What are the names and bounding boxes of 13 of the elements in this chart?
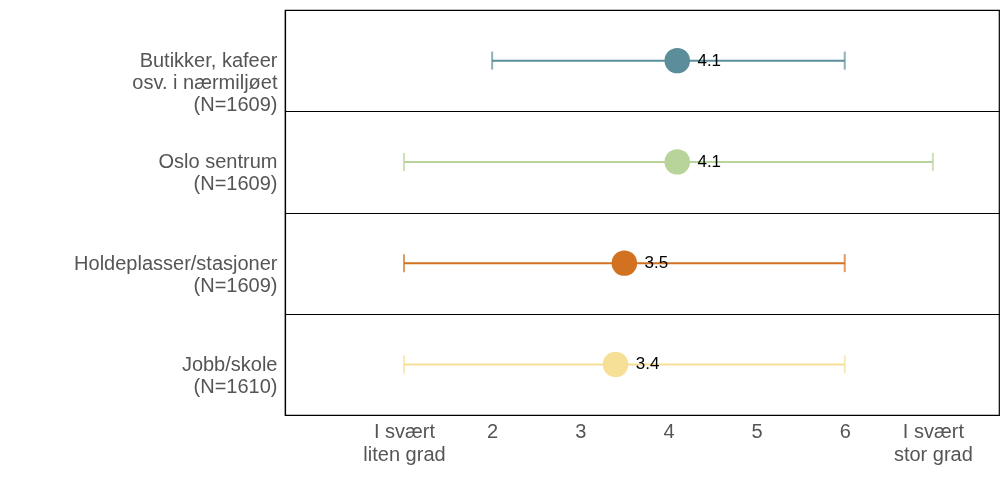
x-tick-label: 6 (839, 419, 851, 442)
y-tick-label: Jobb/skole (N=1610) (181, 352, 278, 397)
x-tick-label: 5 (751, 419, 763, 442)
data-label: 4.1 (697, 151, 722, 171)
x-tick-label: I svært liten grad (363, 419, 446, 465)
x-tick-label: I svært stor grad (893, 419, 973, 465)
x-tick-label: 3 (575, 419, 587, 442)
x-tick-label: 4 (663, 419, 675, 442)
y-tick-label: Oslo sentrum (N=1609) (158, 150, 278, 195)
y-tick-label: Butikker, kafeer osv. i nærmiljøet (N=1609) (132, 49, 278, 116)
x-tick-label: 2 (487, 419, 499, 442)
y-tick-label: Holdeplasser/stasjoner (N=1609) (74, 251, 278, 296)
data-label: 3.4 (635, 354, 660, 374)
